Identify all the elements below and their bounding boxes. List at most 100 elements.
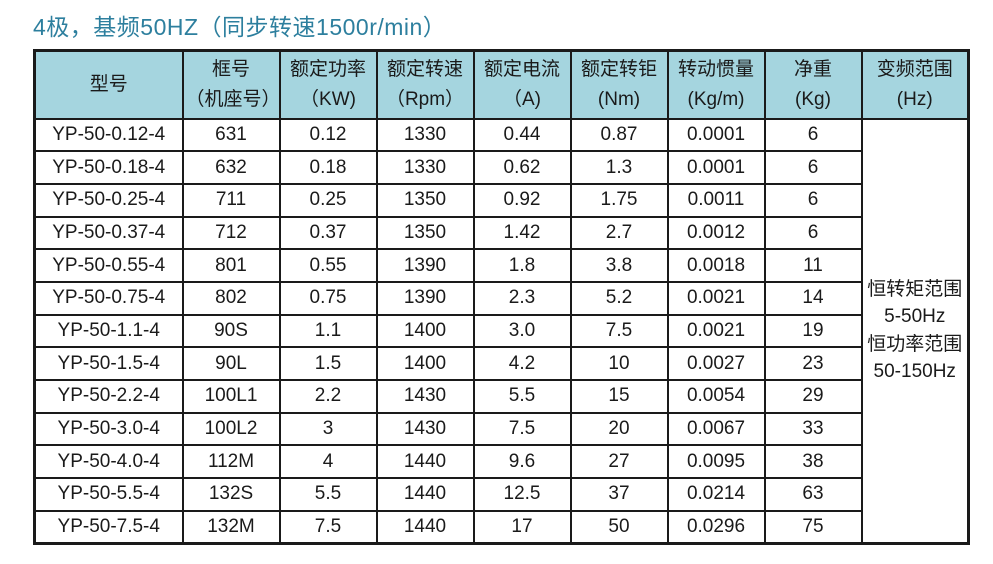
- cell: 0.92: [472, 182, 572, 218]
- cell: 90L: [181, 346, 281, 381]
- cell: 9.6: [472, 444, 572, 480]
- cell: 11: [763, 248, 863, 283]
- cell: 0.0011: [666, 182, 766, 218]
- cell: 1.42: [472, 215, 572, 251]
- cell: 2.3: [472, 280, 572, 316]
- header-cell: 框号 （机座号）: [181, 49, 281, 120]
- table-row: YP-50-0.55-4 801 0.55 1390 1.8 3.8 0.0018 11: [33, 248, 969, 283]
- cell: 7.5: [472, 411, 572, 447]
- cell: 7.5: [569, 313, 669, 349]
- table-row: YP-50-3.0-4 100L2 3 1430 7.5 20 0.0067 33: [33, 411, 969, 447]
- cell: YP-50-0.18-4: [33, 150, 184, 185]
- header-row: 型号 框号 （机座号） 额定功率 （KW) 额定转速 （Rpm） 额定电流 （A) 额定转钜 (Nm…: [33, 49, 970, 120]
- cell: 90S: [181, 313, 281, 349]
- cell: 10: [569, 346, 669, 381]
- table-row: YP-50-0.75-4 802 0.75 1390 2.3 5.2 0.0021 14: [33, 280, 969, 316]
- cell: 14: [763, 280, 863, 316]
- cell: 1.8: [472, 248, 572, 283]
- cell: YP-50-4.0-4: [33, 444, 184, 480]
- cell: 5.5: [278, 477, 378, 512]
- cell: YP-50-0.75-4: [33, 280, 184, 316]
- cell: 2.7: [569, 215, 669, 251]
- cell: 0.12: [278, 117, 378, 153]
- cell: 1.5: [278, 346, 378, 381]
- cell: YP-50-0.12-4: [33, 117, 184, 153]
- cell: 1.75: [569, 182, 669, 218]
- cell: 12.5: [472, 477, 572, 512]
- freq-range-cell: 恒转矩范围 5-50Hz 恒功率范围 50-150Hz: [860, 117, 970, 545]
- cell: 1390: [375, 248, 475, 283]
- table-row: YP-50-0.25-4 711 0.25 1350 0.92 1.75 0.0011 6: [33, 182, 969, 218]
- cell: YP-50-5.5-4: [33, 477, 184, 512]
- cell: 0.62: [472, 150, 572, 185]
- cell: 2.2: [278, 379, 378, 414]
- cell: 632: [181, 150, 281, 185]
- table-row: YP-50-0.12-4 631 0.12 1330 0.44 0.87 0.0001 6 恒转…: [33, 117, 970, 545]
- cell: 3.8: [569, 248, 669, 283]
- table-body: YP-50-0.12-4 631 0.12 1330 0.44 0.87 0.0001 6 恒转…: [33, 117, 970, 545]
- cell: 0.87: [569, 117, 669, 153]
- cell: 100L1: [181, 379, 281, 414]
- header-cell: 额定电流 （A): [472, 49, 572, 120]
- cell: 4.2: [472, 346, 572, 381]
- cell: 0.0001: [666, 150, 766, 185]
- cell: 29: [763, 379, 863, 414]
- cell: 631: [181, 117, 281, 153]
- cell: 50: [569, 509, 669, 545]
- cell: 1330: [375, 150, 475, 185]
- cell: 0.0054: [666, 379, 766, 414]
- table-row: YP-50-5.5-4 132S 5.5 1440 12.5 37 0.0214 63: [33, 477, 969, 512]
- cell: YP-50-0.55-4: [33, 248, 184, 283]
- cell: 37: [569, 477, 669, 512]
- cell: 4: [278, 444, 378, 480]
- table-row: YP-50-0.37-4 712 0.37 1350 1.42 2.7 0.0012 6: [33, 215, 969, 251]
- header-cell: 转动惯量 (Kg/m): [666, 49, 766, 120]
- cell: YP-50-0.25-4: [33, 182, 184, 218]
- cell: 0.0296: [666, 509, 766, 545]
- cell: YP-50-7.5-4: [33, 509, 184, 545]
- cell: 1350: [375, 215, 475, 251]
- table-row: YP-50-2.2-4 100L1 2.2 1430 5.5 15 0.0054 29: [33, 379, 969, 414]
- cell: YP-50-1.1-4: [33, 313, 184, 349]
- cell: 0.0021: [666, 313, 766, 349]
- header-cell: 变频范围 (Hz): [860, 49, 970, 120]
- cell: 0.75: [278, 280, 378, 316]
- cell: 1350: [375, 182, 475, 218]
- cell: 19: [763, 313, 863, 349]
- cell: 1330: [375, 117, 475, 153]
- cell: 0.18: [278, 150, 378, 185]
- page-title: 4极，基频50HZ（同步转速1500r/min）: [33, 14, 447, 40]
- cell: 0.0018: [666, 248, 766, 283]
- cell: 38: [763, 444, 863, 480]
- table-row: YP-50-0.18-4 632 0.18 1330 0.62 1.3 0.0001 6: [33, 150, 969, 185]
- cell: 1.1: [278, 313, 378, 349]
- cell: 0.0001: [666, 117, 766, 153]
- header-cell: 额定功率 （KW): [278, 49, 378, 120]
- cell: 132M: [181, 509, 281, 545]
- cell: 802: [181, 280, 281, 316]
- table-row: YP-50-1.1-4 90S 1.1 1400 3.0 7.5 0.0021 19: [33, 313, 969, 349]
- cell: 5.2: [569, 280, 669, 316]
- header-cell: 净重 (Kg): [763, 49, 863, 120]
- cell: 0.0214: [666, 477, 766, 512]
- cell: 33: [763, 411, 863, 447]
- table-header: 型号 框号 （机座号） 额定功率 （KW) 额定转速 （Rpm） 额定电流 （A) 额定转钜 (Nm…: [33, 49, 970, 120]
- table-row: YP-50-7.5-4 132M 7.5 1440 17 50 0.0296 75: [33, 509, 969, 545]
- cell: 5.5: [472, 379, 572, 414]
- cell: 27: [569, 444, 669, 480]
- cell: 1440: [375, 444, 475, 480]
- header-cell: 额定转钜 (Nm): [569, 49, 669, 120]
- cell: YP-50-1.5-4: [33, 346, 184, 381]
- cell: YP-50-3.0-4: [33, 411, 184, 447]
- cell: 1400: [375, 346, 475, 381]
- cell: 20: [569, 411, 669, 447]
- cell: 6: [763, 182, 863, 218]
- cell: 0.0027: [666, 346, 766, 381]
- cell: 6: [763, 215, 863, 251]
- header-cell: 型号: [33, 49, 184, 120]
- header-cell: 额定转速 （Rpm）: [375, 49, 475, 120]
- cell: 1430: [375, 379, 475, 414]
- cell: 3: [278, 411, 378, 447]
- cell: 0.0021: [666, 280, 766, 316]
- cell: YP-50-2.2-4: [33, 379, 184, 414]
